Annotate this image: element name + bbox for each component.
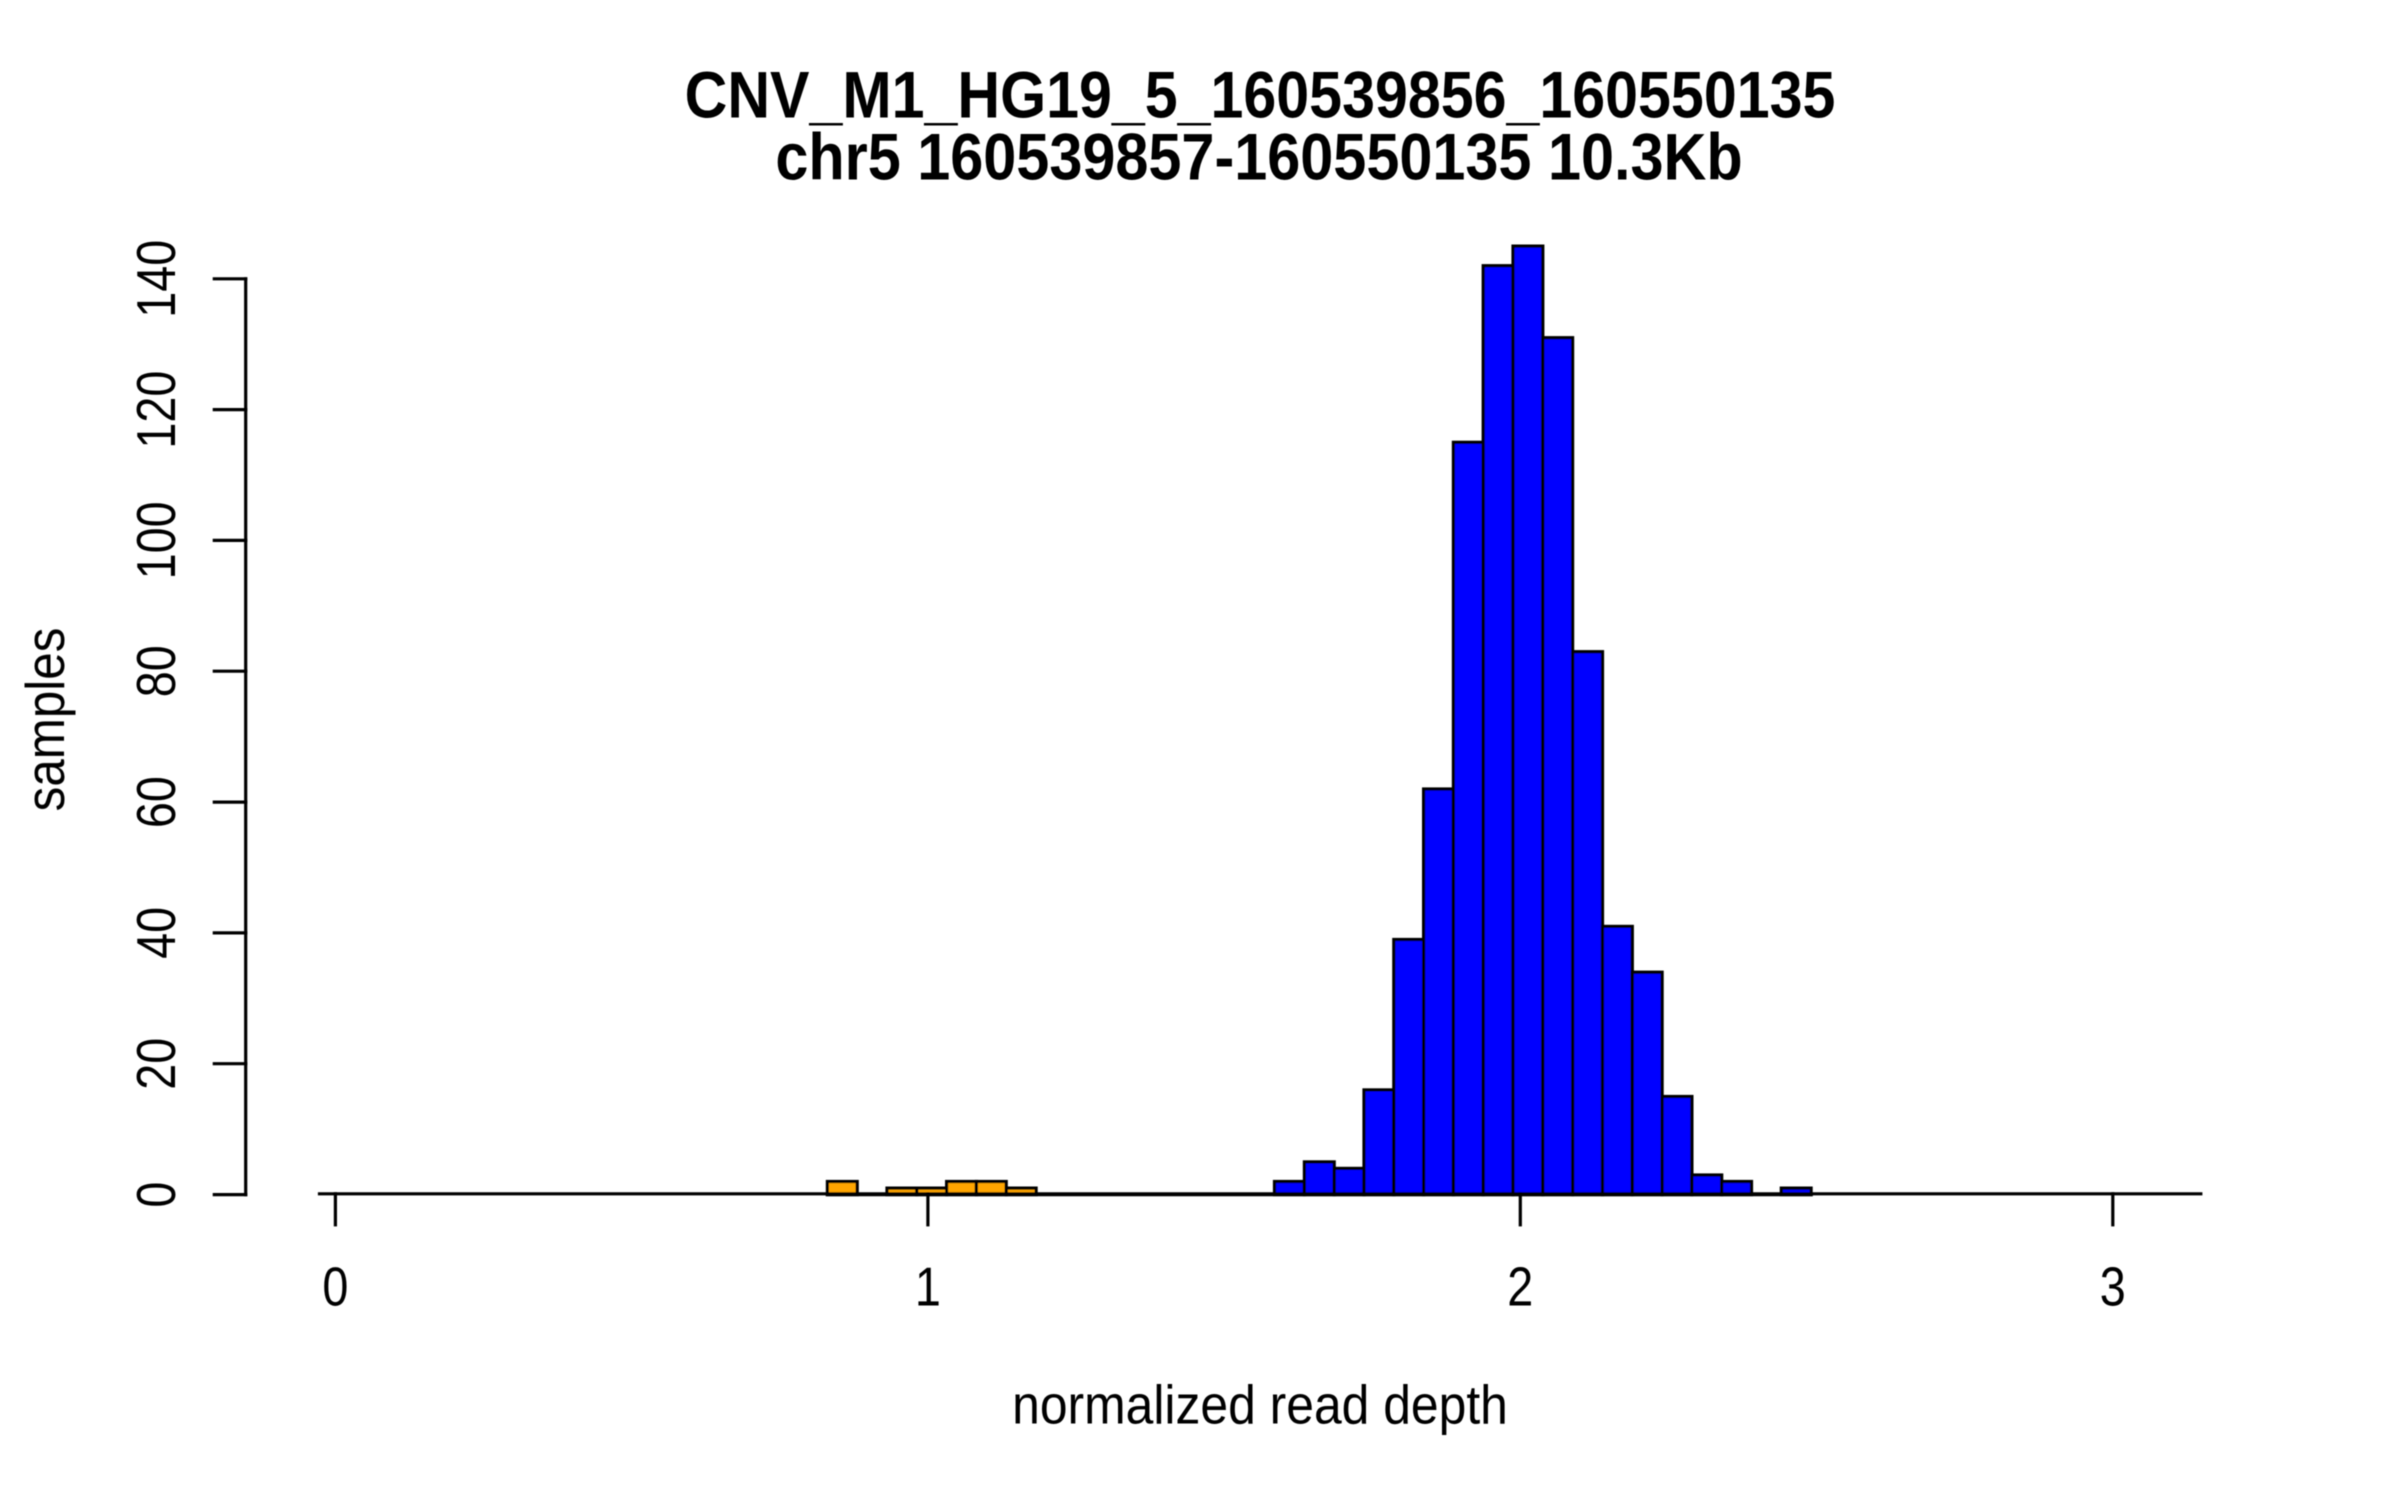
svg-text:2: 2	[1507, 1256, 1533, 1317]
svg-text:40: 40	[125, 907, 186, 959]
svg-text:samples: samples	[16, 628, 77, 812]
svg-text:CNV_M1_HG19_5_160539856_160550: CNV_M1_HG19_5_160539856_160550135	[685, 58, 1836, 132]
svg-text:0: 0	[322, 1256, 348, 1317]
svg-text:chr5 160539857-160550135 10.3K: chr5 160539857-160550135 10.3Kb	[775, 121, 1742, 195]
svg-text:140: 140	[125, 240, 186, 318]
svg-text:60: 60	[125, 776, 186, 828]
svg-text:0: 0	[125, 1182, 186, 1208]
svg-text:100: 100	[125, 501, 186, 579]
svg-text:80: 80	[125, 645, 186, 697]
svg-text:20: 20	[125, 1038, 186, 1090]
svg-text:120: 120	[125, 371, 186, 449]
svg-text:3: 3	[2100, 1256, 2126, 1317]
svg-text:1: 1	[915, 1256, 941, 1317]
svg-text:normalized read depth: normalized read depth	[1012, 1375, 1508, 1436]
